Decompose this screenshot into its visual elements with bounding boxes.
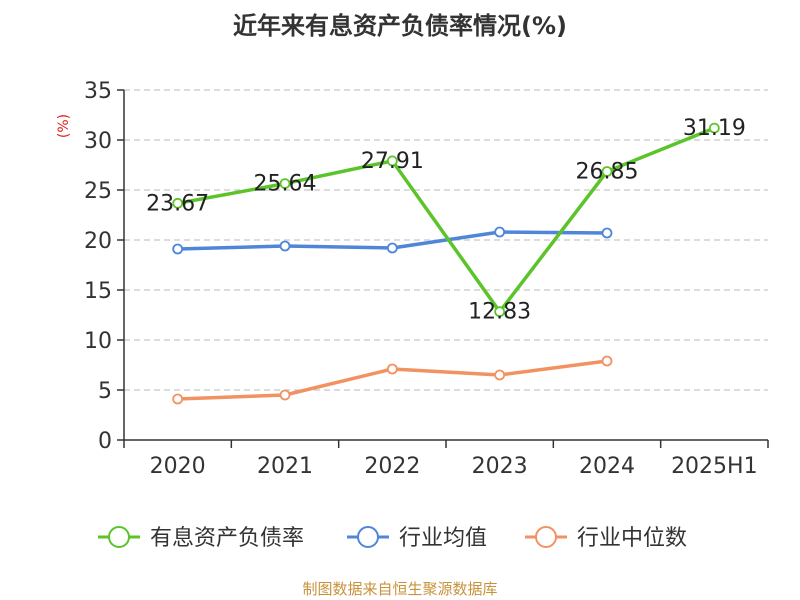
series-line: [175, 126, 717, 314]
data-label: 23.67: [146, 191, 209, 216]
data-point: [386, 363, 398, 375]
x-tick-label: 2023: [472, 454, 528, 479]
data-point: [494, 226, 506, 238]
data-point: [172, 393, 184, 405]
data-point: [708, 122, 720, 134]
data-label-layer: 23.67 25.64 27.91 12.83 26.85 31.19: [146, 116, 746, 325]
data-point: [279, 178, 291, 190]
data-point: [386, 155, 398, 167]
legend-label: 有息资产负债率: [150, 526, 304, 551]
legend-marker: [357, 526, 379, 548]
x-tick-label: 2024: [579, 454, 635, 479]
data-point: [279, 389, 291, 401]
y-tick-label: 25: [84, 179, 112, 204]
data-point: [601, 227, 613, 239]
y-tick-label: 10: [84, 329, 112, 354]
data-label: 26.85: [576, 160, 639, 185]
data-point: [494, 306, 506, 318]
y-tick-label: 5: [98, 379, 112, 404]
data-label: 12.83: [468, 300, 531, 325]
data-label: 25.64: [254, 172, 317, 197]
x-tick-label: 2025H1: [671, 454, 758, 479]
axis-layer: 0 5 10 15 20 25 30 35 2020 2021 2022 2023 2024 2025H1: [84, 79, 769, 479]
data-point: [386, 242, 398, 254]
legend: 有息资产负债率 行业均值 行业中位数: [98, 526, 687, 551]
x-tick-label: 2022: [364, 454, 420, 479]
data-label: 27.91: [361, 149, 424, 174]
legend-label: 行业中位数: [577, 526, 687, 551]
y-tick-label: 35: [84, 79, 112, 104]
y-tick-label: 30: [84, 129, 112, 154]
legend-marker: [108, 526, 130, 548]
x-tick-label: 2021: [257, 454, 313, 479]
data-point: [601, 166, 613, 177]
chart-title: 近年来有息资产负债率情况(%): [233, 12, 567, 40]
y-tick-label: 0: [98, 429, 112, 454]
data-point: [172, 197, 184, 209]
data-point: [279, 240, 291, 252]
legend-label: 行业均值: [399, 526, 487, 551]
data-point: [601, 355, 613, 367]
x-tick-label: 2020: [150, 454, 206, 479]
legend-marker: [535, 526, 557, 548]
source-note: 制图数据来自恒生聚源数据库: [302, 580, 497, 598]
y-tick-label: 15: [84, 279, 112, 304]
y-tick-label: 20: [84, 229, 112, 254]
data-point: [494, 369, 506, 381]
series-layer: [172, 122, 720, 405]
data-label: 31.19: [683, 116, 746, 141]
data-point: [172, 243, 184, 255]
y-axis-label: (%): [56, 114, 72, 138]
